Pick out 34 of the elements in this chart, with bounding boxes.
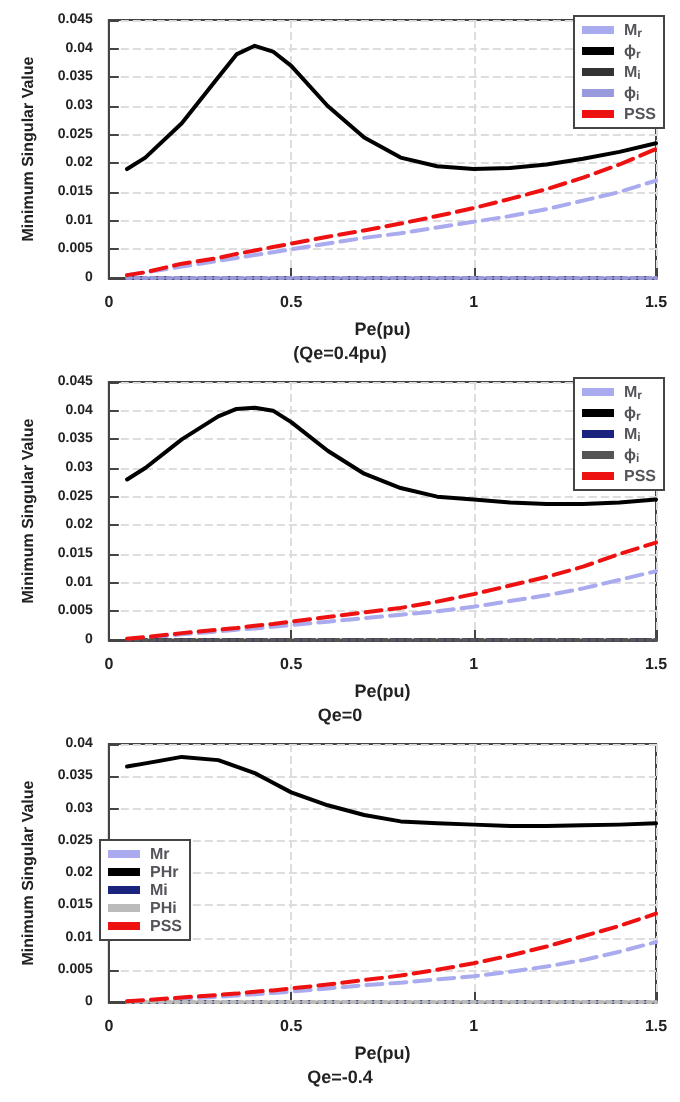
x-axis-title: Pe(pu) [354, 1042, 411, 1063]
legend-label: PSS [623, 467, 658, 485]
x-tick-label: 1 [469, 1017, 480, 1035]
line-series [125, 911, 658, 1004]
legend-label: PHr [150, 863, 179, 881]
x-tick-label: 0 [104, 293, 115, 311]
y-axis-title: Minimum Singular Value [19, 55, 37, 242]
text: Qe=0 [317, 705, 363, 725]
line-series [125, 43, 658, 172]
x-axis-title: Pe(pu) [354, 318, 411, 339]
legend-label: Mi [150, 881, 168, 899]
x-tick-label: 0.5 [280, 1017, 304, 1035]
x-tick-label: 0.5 [280, 655, 304, 673]
legend-label: Mr [150, 845, 170, 863]
legend-label: PSS [623, 105, 658, 123]
legend-label: PSS [150, 917, 184, 935]
text: (Qe=0.4pu) [293, 343, 387, 363]
line-series [125, 754, 658, 828]
line-series [125, 540, 658, 641]
x-tick-label: 1 [469, 293, 480, 311]
legend-label: PHi [150, 899, 177, 917]
x-tick-label: 1.5 [644, 655, 669, 673]
x-tick-label: 1.5 [644, 1017, 669, 1035]
y-axis-title: Minimum Singular Value [19, 417, 37, 604]
line-series [125, 147, 658, 278]
x-tick-label: 1.5 [644, 293, 669, 311]
line-series [125, 405, 658, 507]
text: Qe=-0.4 [307, 1067, 373, 1087]
x-tick-label: 0.5 [280, 293, 304, 311]
x-axis-title: Pe(pu) [354, 680, 411, 701]
x-tick-label: 0 [104, 655, 115, 673]
x-tick-label: 1 [469, 655, 480, 673]
x-tick-label: 0 [104, 1017, 115, 1035]
y-axis-title: Minimum Singular Value [19, 779, 37, 966]
